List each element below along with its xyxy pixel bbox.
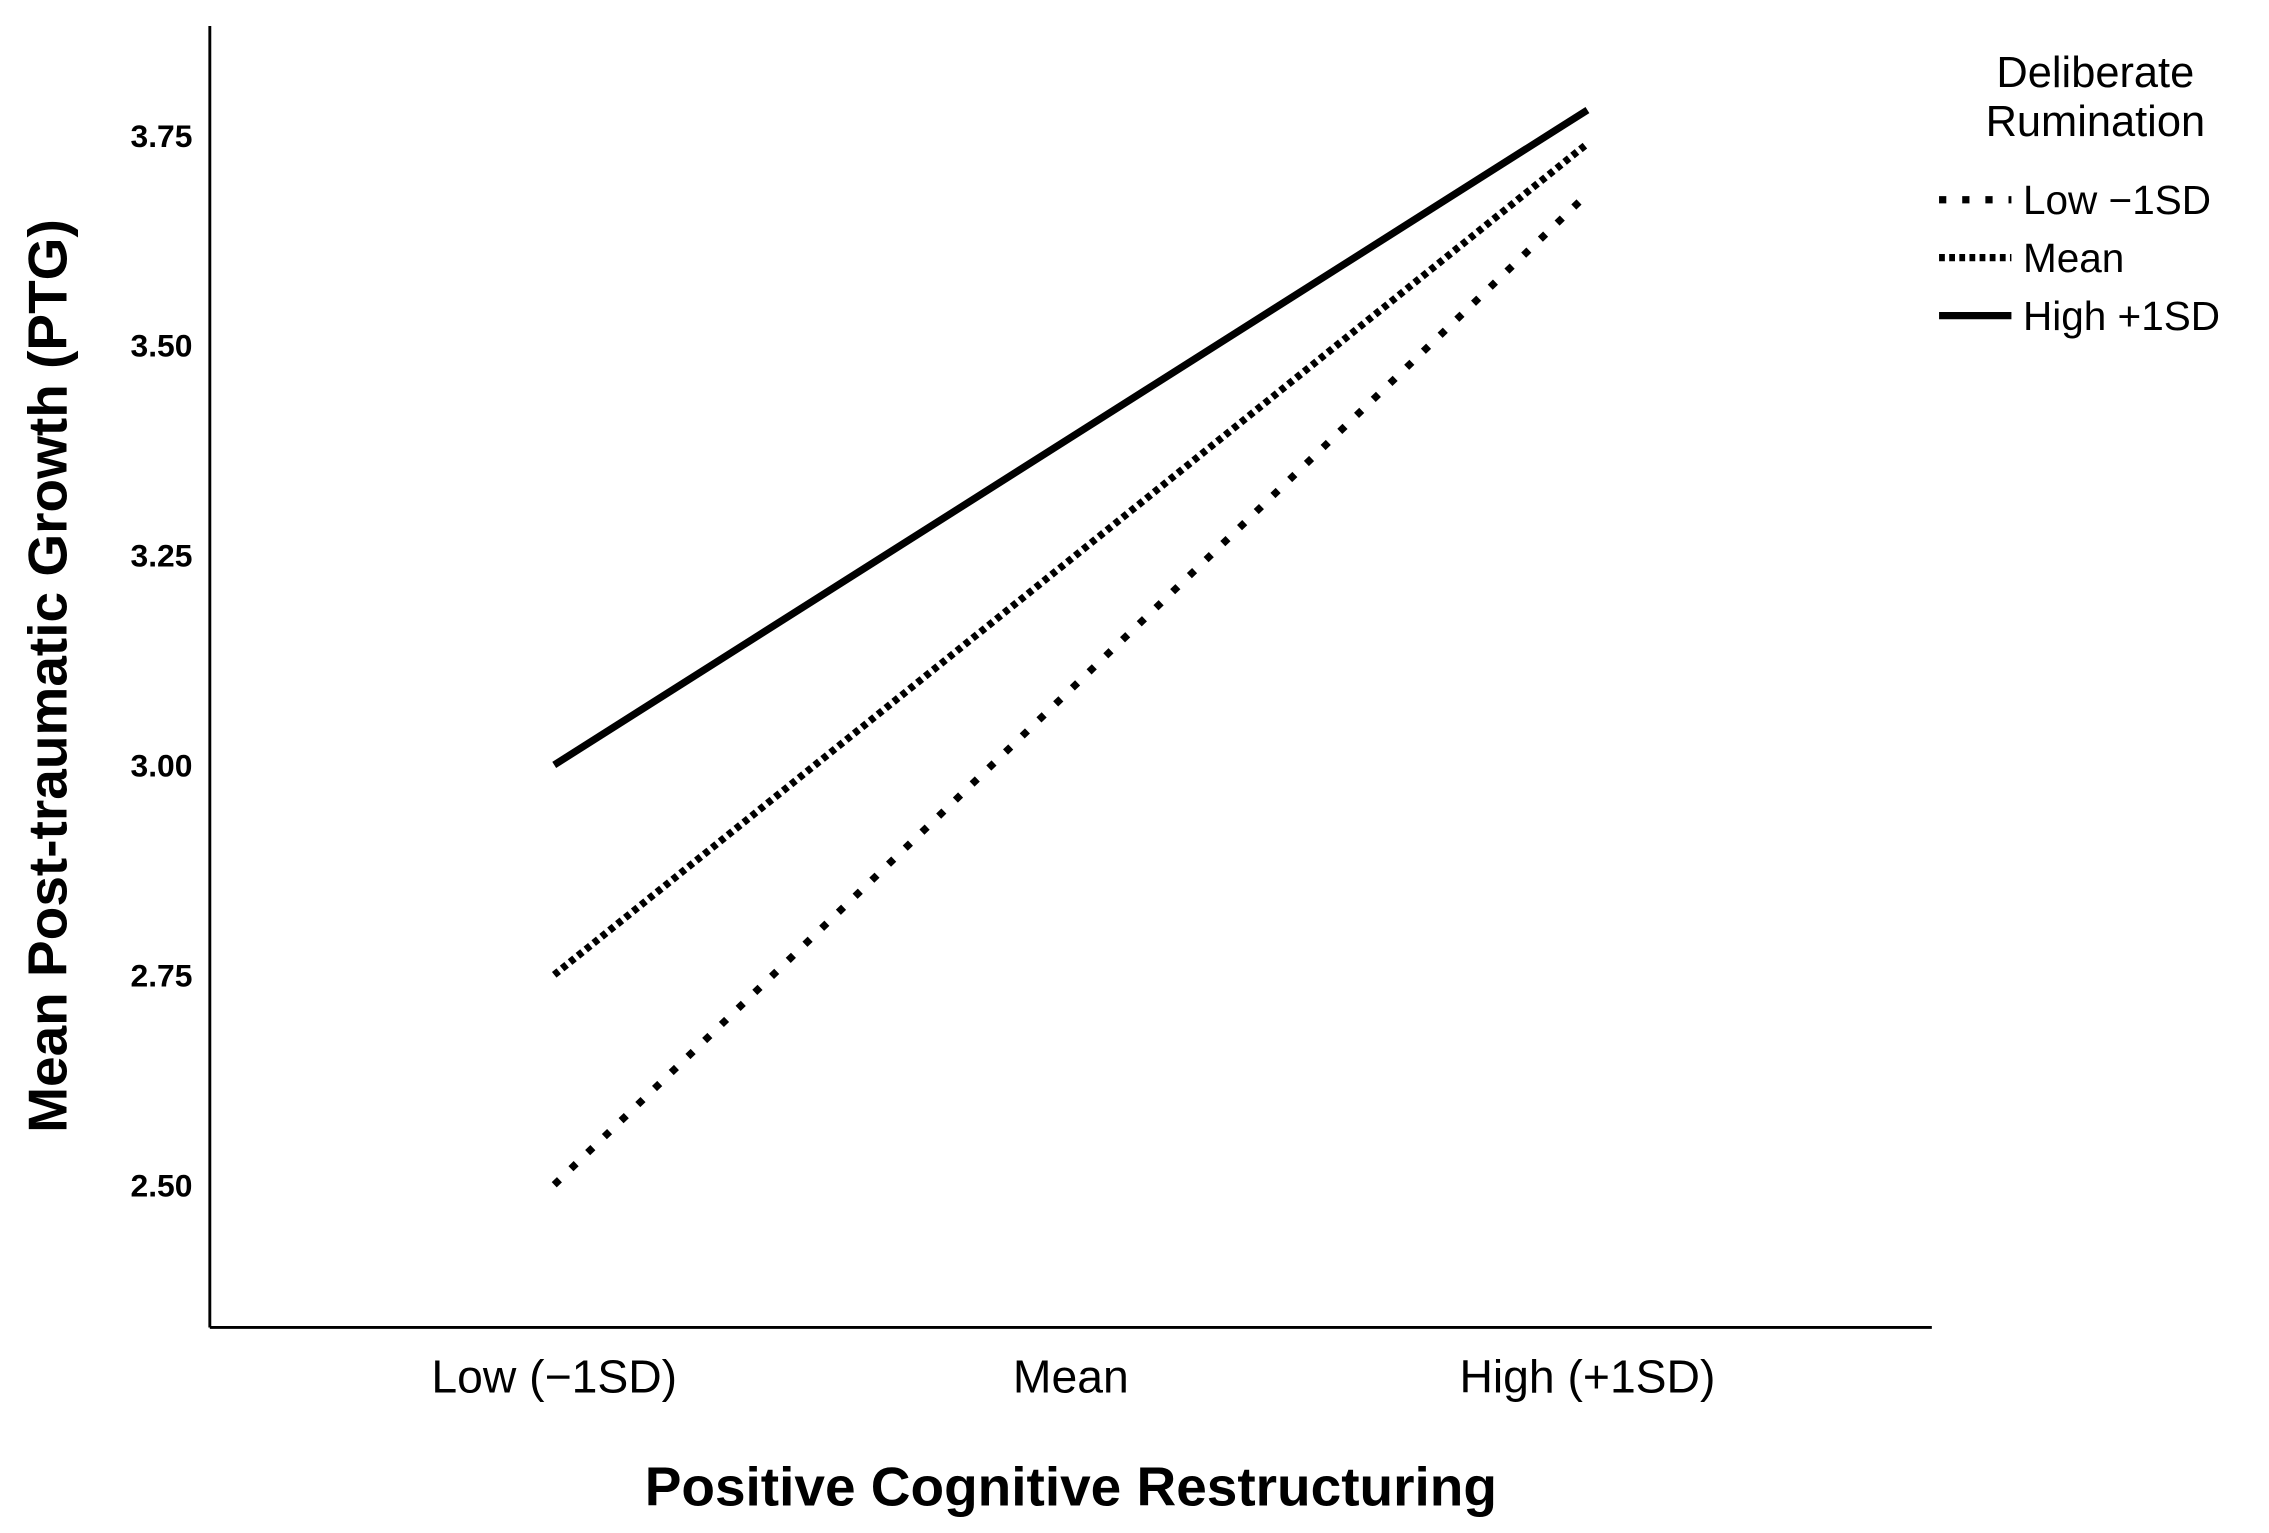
y-tick-label: 2.50	[131, 1167, 193, 1203]
x-tick-label: Low (−1SD)	[431, 1351, 677, 1403]
series-line	[551, 191, 1590, 1188]
legend-title-line: Deliberate	[1996, 49, 2194, 97]
x-tick-label: Mean	[1013, 1351, 1129, 1403]
y-tick-label: 3.25	[131, 538, 193, 574]
y-tick-label: 3.50	[131, 328, 193, 364]
y-tick-label: 3.00	[131, 747, 193, 783]
y-axis-label: Mean Post-traumatic Growth (PTG)	[17, 219, 79, 1133]
series-line	[552, 106, 1590, 768]
x-axis-label: Positive Cognitive Restructuring	[645, 1455, 1497, 1517]
legend-label: Low −1SD	[2023, 177, 2211, 223]
legend-title-line: Rumination	[1986, 98, 2206, 146]
legend-title: Deliberate Rumination	[1986, 49, 2206, 146]
legend-label: Mean	[2023, 235, 2124, 281]
y-tick-label: 3.75	[131, 118, 193, 154]
y-tick-label: 2.75	[131, 957, 193, 993]
series-line	[551, 140, 1590, 978]
legend-label: High +1SD	[2023, 293, 2220, 339]
x-tick-label: High (+1SD)	[1459, 1351, 1715, 1403]
